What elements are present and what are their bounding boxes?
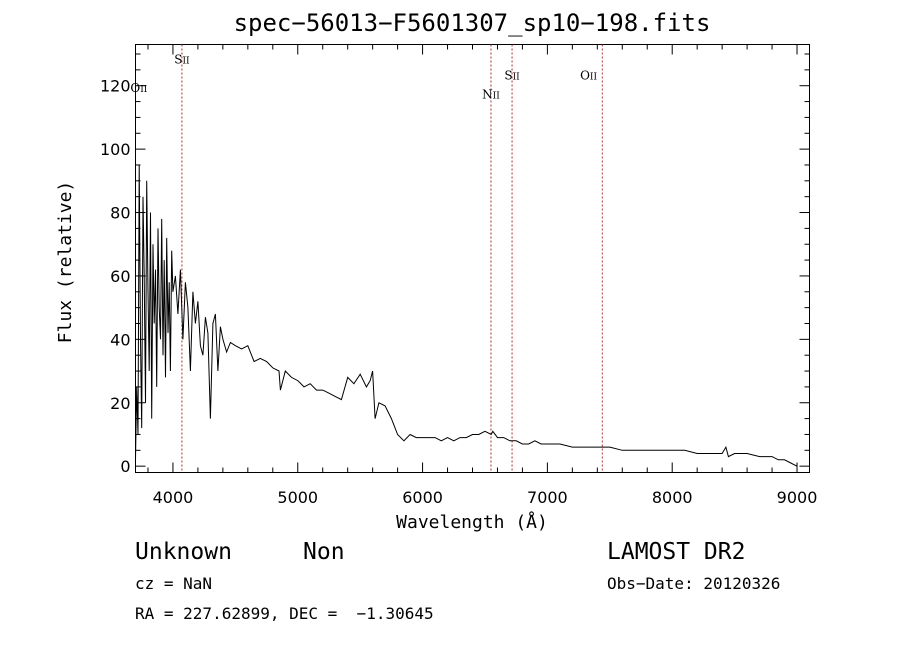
emission-line-label: OII	[130, 81, 147, 95]
y-tick-label: 100	[100, 140, 131, 159]
y-axis-label: Flux (relative)	[55, 181, 76, 344]
x-axis-label: Wavelength (Å)	[396, 511, 548, 533]
y-tick-label: 60	[110, 267, 130, 286]
object-subclass: Non	[303, 539, 345, 565]
axis-ticks: 4000 5000 6000 7000 8000 9000 0 20 40 60 80 100 120	[100, 44, 818, 507]
y-tick-label: 80	[110, 204, 130, 223]
x-tick-label: 4000	[153, 488, 194, 507]
x-tick-label: 8000	[652, 488, 693, 507]
emission-line-labels: OII SII NII SII OII	[130, 53, 597, 102]
emission-line-label: SII	[504, 68, 520, 82]
emission-line-label: NII	[482, 87, 500, 101]
y-tick-label: 120	[100, 77, 131, 96]
coordinates: RA = 227.62899, DEC = −1.30645	[135, 604, 434, 623]
object-class: Unknown	[135, 539, 232, 565]
emission-line-markers	[181, 44, 603, 473]
spectrum-line	[135, 164, 798, 467]
y-tick-label: 20	[110, 394, 130, 413]
x-tick-label: 7000	[527, 488, 568, 507]
y-tick-label: 40	[110, 330, 130, 349]
x-tick-label: 9000	[777, 488, 818, 507]
y-tick-label: 0	[120, 457, 130, 476]
plot-frame	[135, 44, 810, 473]
redshift-cz: cz = NaN	[135, 574, 213, 593]
observation-date: Obs−Date: 20120326	[607, 574, 781, 593]
emission-line-label: OII	[580, 68, 597, 82]
x-tick-label: 5000	[277, 488, 318, 507]
emission-line-label: SII	[174, 53, 190, 67]
survey-name: LAMOST DR2	[607, 539, 746, 565]
x-tick-label: 6000	[402, 488, 443, 507]
chart-title: spec−56013−F5601307_sp10−198.fits	[234, 9, 711, 37]
